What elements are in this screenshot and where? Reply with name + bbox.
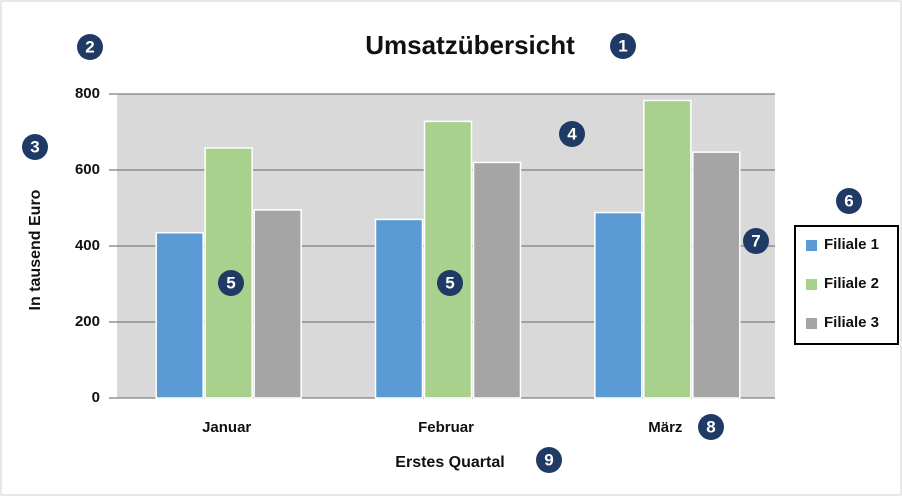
badge-number: 5: [445, 273, 454, 292]
badge-number: 4: [567, 124, 577, 143]
x-tick-label: Januar: [202, 419, 251, 436]
bar: [472, 161, 522, 399]
bar: [692, 151, 741, 399]
badge-number: 6: [844, 191, 853, 210]
badge: [559, 121, 585, 147]
bar: [253, 209, 302, 399]
bar: [423, 120, 473, 399]
x-tick-label: März: [648, 419, 682, 436]
legend-swatch: [806, 240, 817, 251]
badge: [218, 270, 244, 296]
badge-number: 9: [544, 450, 553, 469]
y-tick-label: 200: [75, 313, 100, 330]
badge-number: 7: [751, 231, 760, 250]
badge-number: 2: [85, 37, 94, 56]
legend-swatch: [806, 318, 817, 329]
badge: [836, 188, 862, 214]
badge-number: 3: [30, 137, 39, 156]
badge: [22, 134, 48, 160]
x-axis-title: Erstes Quartal: [395, 454, 504, 471]
legend-label: Filiale 2: [824, 275, 879, 292]
badge-number: 5: [226, 273, 235, 292]
badge-number: 1: [618, 36, 627, 55]
badge-number: 8: [706, 417, 715, 436]
y-tick-label: 400: [75, 237, 100, 254]
badge: [77, 34, 103, 60]
bar: [643, 99, 692, 399]
x-tick-label: Februar: [418, 419, 474, 436]
y-tick-label: 800: [75, 85, 100, 102]
y-axis-title: In tausend Euro: [27, 189, 44, 310]
badge: [743, 228, 769, 254]
legend-label: Filiale 3: [824, 314, 879, 331]
y-tick-label: 0: [92, 389, 100, 406]
bar: [594, 211, 643, 399]
badge: [437, 270, 463, 296]
y-tick-label: 600: [75, 161, 100, 178]
badge: [536, 447, 562, 473]
legend-swatch: [806, 279, 817, 290]
badge: [610, 33, 636, 59]
chart-title: Umsatzübersicht: [365, 30, 575, 60]
badge: [698, 414, 724, 440]
bar: [374, 218, 424, 399]
bar: [155, 231, 204, 399]
legend-label: Filiale 1: [824, 236, 879, 253]
